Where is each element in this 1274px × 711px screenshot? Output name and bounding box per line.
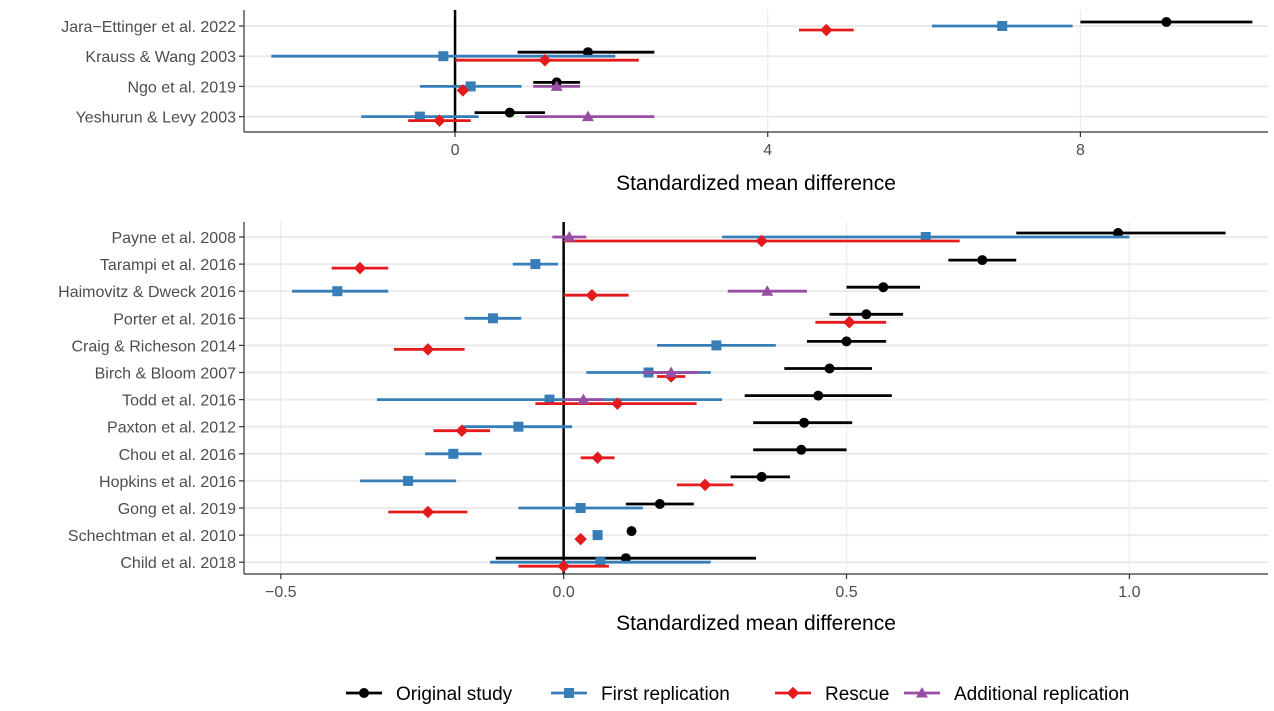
study-label-porter-et-al-2016: Porter et al. 2016 [113,311,236,328]
study-label-child-et-al-2018: Child et al. 2018 [120,555,236,572]
rescue-paxton-et-al-2012-point [455,424,469,437]
original-study-craig-richeson-2014-point [841,336,852,347]
study-label-tarampi-et-al-2016: Tarampi et al. 2016 [100,257,236,274]
original-study-payne-et-al-2008-point [1113,228,1124,238]
x-tick-label: −0.5 [265,584,297,601]
study-label-jara-ettinger-et-al-2022: Jara−Ettinger et al. 2022 [61,19,236,36]
legend-additional-replication-label: Additional replication [954,684,1129,705]
original-study-yeshurun-levy-2003-point [504,107,515,118]
x-axis-title: Standardized mean difference [616,172,896,195]
additional-replication-yeshurun-levy-2003-point [581,110,594,122]
original-study-tarampi-et-al-2016-point [977,255,988,266]
top-forest-panel: Jara−Ettinger et al. 2022 Krauss & Wang 2… [61,10,1268,195]
x-tick-label: 4 [763,142,772,159]
first-replication-chou-et-al-2016-point [448,448,459,459]
original-study-haimovitz-dweck-2016-point [878,282,889,293]
legend-rescue-key [786,686,800,700]
first-replication-schechtman-et-al-2010-point [592,530,603,541]
original-study-schechtman-et-al-2010-point [626,526,637,537]
study-label-hopkins-et-al-2016: Hopkins et al. 2016 [99,474,236,491]
rescue-hopkins-et-al-2016-point [698,478,712,492]
legend-additional-replication-key [916,687,928,698]
additional-replication-ngo-et-al-2019-point [550,80,563,91]
first-replication-ngo-et-al-2019-point [465,81,476,92]
additional-replication-birch-bloom-2007-point [665,366,678,377]
original-study-krauss-wang-2003-point [582,47,593,58]
additional-replication-todd-et-al-2016-point [577,393,590,405]
panel-background [244,222,1268,574]
first-replication-porter-et-al-2016-point [487,313,498,324]
rescue-krauss-wang-2003-point [538,53,552,67]
x-axis-title: Standardized mean difference [616,612,896,635]
first-replication-paxton-et-al-2012-point [513,421,524,432]
first-replication-tarampi-et-al-2016-point [530,259,541,270]
rescue-schechtman-et-al-2010-point [574,532,587,546]
original-study-birch-bloom-2007-point [824,363,835,374]
study-label-chou-et-al-2016: Chou et al. 2016 [119,447,237,464]
x-tick-label: 0 [451,142,460,159]
panel-background [244,10,1268,132]
first-replication-payne-et-al-2008-point [920,232,931,242]
legend-first-replication-key [564,688,574,698]
study-label-schechtman-et-al-2010: Schechtman et al. 2010 [68,528,236,545]
x-tick-label: 1.0 [1118,584,1140,601]
first-replication-jara-ettinger-et-al-2022-point [997,21,1008,31]
legend-first-replication-label: First replication [601,684,730,705]
original-study-child-et-al-2018-point [620,553,631,564]
study-label-craig-richeson-2014: Craig & Richeson 2014 [71,338,236,355]
first-replication-hopkins-et-al-2016-point [403,475,414,486]
x-tick-label: 0.0 [553,584,575,601]
first-replication-child-et-al-2018-point [595,557,606,568]
first-replication-haimovitz-dweck-2016-point [332,286,343,297]
original-study-paxton-et-al-2012-point [799,417,810,428]
study-label-krauss-wang-2003: Krauss & Wang 2003 [85,49,236,66]
study-label-haimovitz-dweck-2016: Haimovitz & Dweck 2016 [58,284,236,301]
rescue-gong-et-al-2019-point [421,505,435,519]
rescue-tarampi-et-al-2016-point [353,261,367,275]
legend-original-study-label: Original study [396,684,513,705]
first-replication-yeshurun-levy-2003-point [414,111,425,122]
rescue-ngo-et-al-2019-point [456,84,470,97]
original-study-porter-et-al-2016-point [861,309,872,320]
study-label-payne-et-al-2008: Payne et al. 2008 [111,230,236,247]
first-replication-todd-et-al-2016-point [544,394,555,405]
original-study-hopkins-et-al-2016-point [756,471,767,482]
rescue-todd-et-al-2016-point [611,397,624,410]
rescue-haimovitz-dweck-2016-point [585,288,599,302]
study-label-paxton-et-al-2012: Paxton et al. 2012 [107,420,236,437]
first-replication-krauss-wang-2003-point [438,51,449,62]
rescue-child-et-al-2018-point [557,559,570,573]
study-label-todd-et-al-2016: Todd et al. 2016 [122,393,236,410]
rescue-jara-ettinger-et-al-2022-point [820,23,833,37]
original-study-todd-et-al-2016-point [813,390,824,401]
original-study-gong-et-al-2019-point [654,499,665,509]
legend: Original study First replication Rescue Add… [346,684,1129,705]
rescue-payne-et-al-2008-point [755,234,768,248]
additional-replication-haimovitz-dweck-2016-point [761,285,774,296]
x-tick-label: 8 [1076,142,1085,159]
study-label-yeshurun-levy-2003: Yeshurun & Levy 2003 [76,110,237,127]
first-replication-craig-richeson-2014-point [711,340,722,351]
rescue-craig-richeson-2014-point [421,343,435,356]
bottom-forest-panel: Payne et al. 2008 Tarampi et al. 2016 Haim… [58,222,1268,635]
study-label-ngo-et-al-2019: Ngo et al. 2019 [127,79,236,96]
legend-rescue-label: Rescue [825,684,889,705]
original-study-jara-ettinger-et-al-2022-point [1161,17,1172,27]
legend-original-study-key [359,688,369,698]
study-label-birch-bloom-2007: Birch & Bloom 2007 [95,366,237,383]
rescue-yeshurun-levy-2003-point [433,114,446,127]
study-label-gong-et-al-2019: Gong et al. 2019 [118,501,236,518]
rescue-chou-et-al-2016-point [591,451,604,465]
original-study-chou-et-al-2016-point [796,444,807,455]
first-replication-gong-et-al-2019-point [575,503,586,513]
additional-replication-payne-et-al-2008-point [563,231,576,242]
rescue-porter-et-al-2016-point [843,316,856,329]
x-tick-label: 0.5 [835,584,857,601]
